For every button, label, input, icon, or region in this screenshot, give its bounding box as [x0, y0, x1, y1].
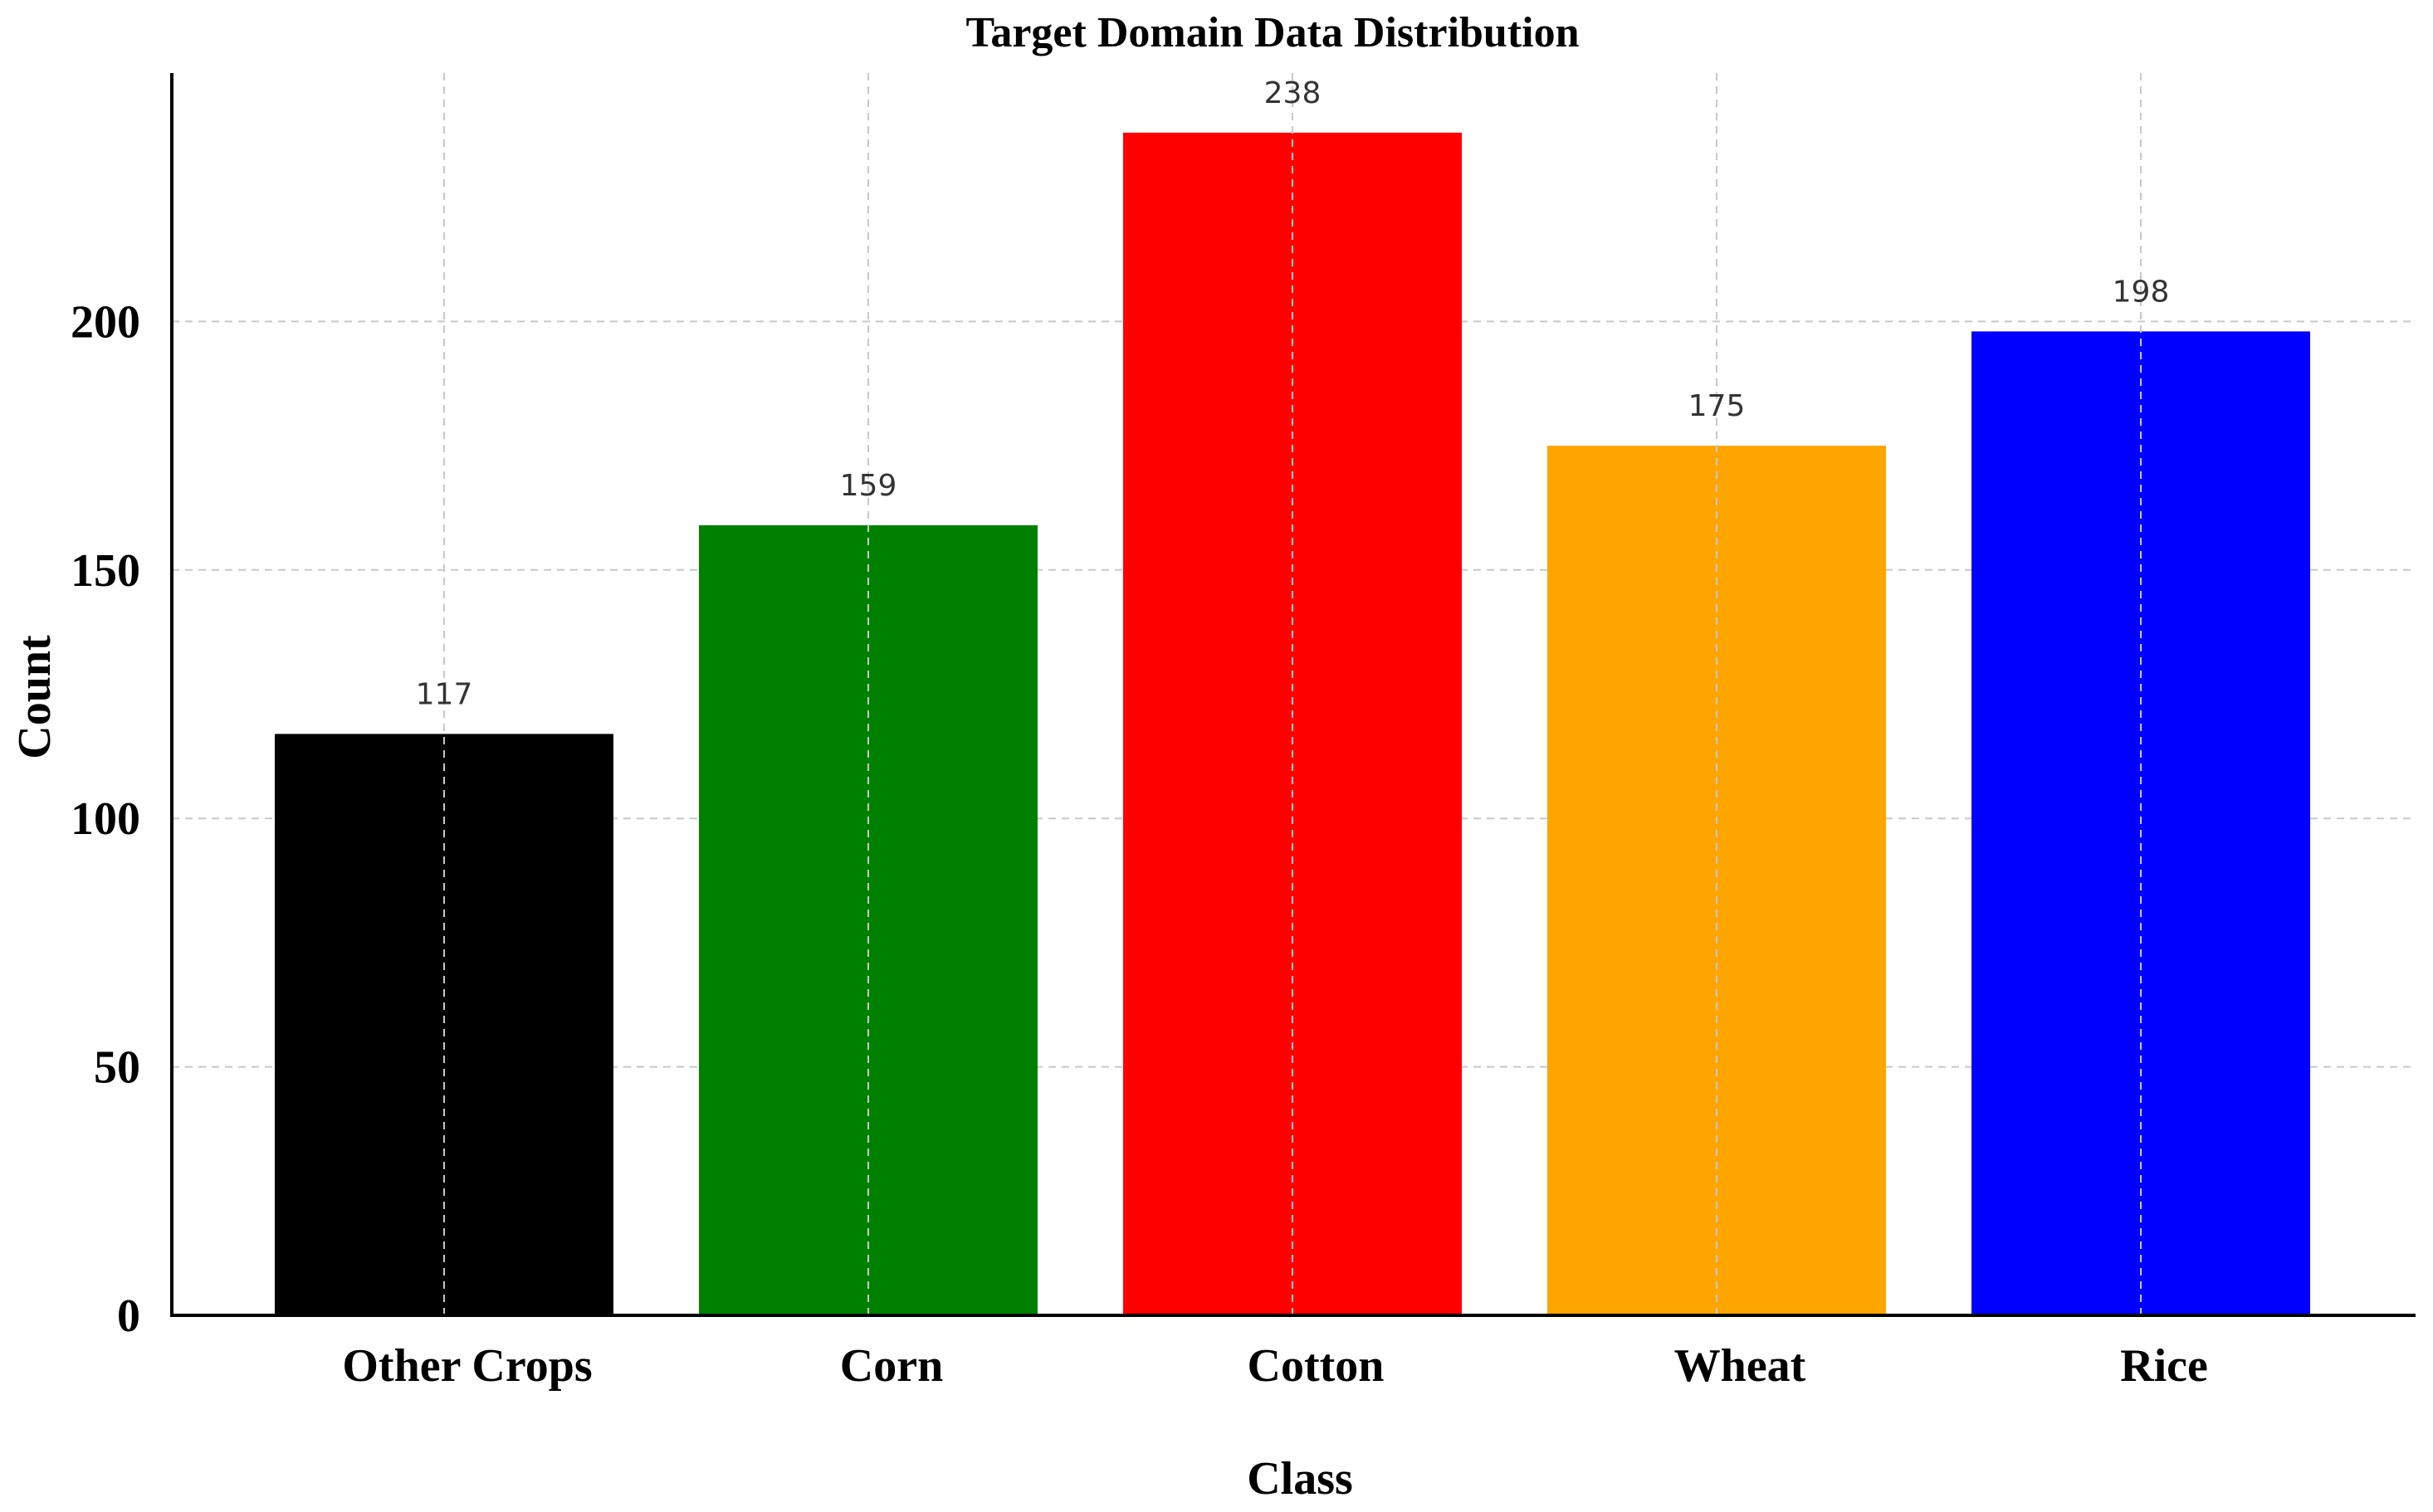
data-label: 159	[840, 469, 897, 503]
data-label: 175	[1688, 389, 1746, 423]
x-tick-label: Corn	[840, 1340, 943, 1392]
y-tick-label: 0	[117, 1290, 140, 1342]
chart-title: Target Domain Data Distribution	[965, 9, 1579, 56]
y-tick-label: 150	[71, 545, 140, 597]
data-label: 198	[2113, 275, 2170, 309]
y-tick-label: 50	[94, 1042, 140, 1094]
data-label: 117	[416, 677, 473, 711]
x-tick-label: Wheat	[1674, 1340, 1806, 1392]
x-axis-title: Class	[1247, 1453, 1353, 1505]
x-tick-label: Rice	[2120, 1340, 2208, 1392]
bar-wheat	[1547, 446, 1886, 1315]
bar-corn	[699, 524, 1038, 1315]
x-tick-label: Cotton	[1248, 1340, 1385, 1392]
x-tick-labels: Other Crops Corn Cotton Wheat Rice	[342, 1340, 2208, 1392]
y-tick-labels: 0 50 100 150 200	[71, 296, 140, 1342]
data-labels: 117 159 238 175 198	[416, 76, 2170, 712]
data-label: 238	[1264, 76, 1322, 110]
y-tick-label: 200	[71, 296, 140, 348]
axes	[170, 73, 2416, 1317]
y-tick-label: 100	[71, 793, 140, 845]
y-axis-title: Count	[9, 635, 61, 759]
x-tick-label: Other Crops	[342, 1340, 592, 1392]
